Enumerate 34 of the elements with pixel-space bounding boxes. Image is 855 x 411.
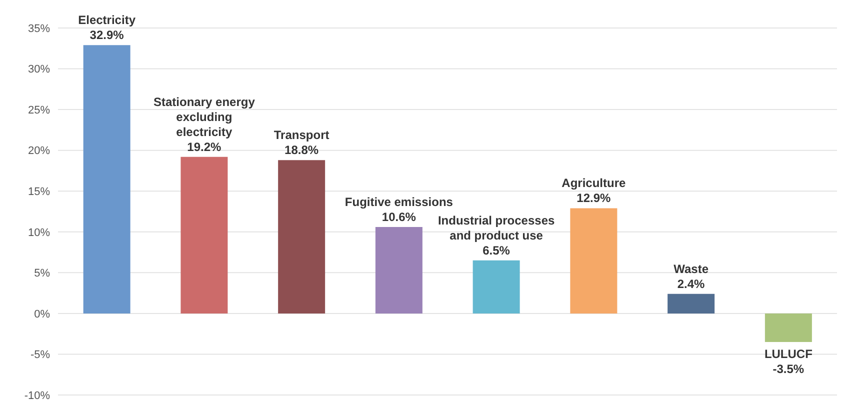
y-tick-label: 5% [34,268,50,280]
y-tick-label: 35% [28,22,50,35]
y-tick-label: 20% [28,145,50,158]
x-tick-label: Electricity [78,13,136,28]
bar [472,260,520,314]
data-label: 6.5% [482,243,510,258]
y-tick-label: 30% [28,64,50,76]
data-label: 32.9% [90,28,124,42]
x-tick-label: Transport [274,128,330,142]
bar [668,294,715,314]
data-label: 10.6% [382,210,416,224]
bar [570,208,618,314]
y-tick-label: -10% [24,390,50,402]
bar [764,313,812,342]
y-tick-label: 0% [34,308,50,320]
data-label: -3.5% [772,362,804,376]
x-tick-label: Waste [674,262,709,276]
bar [375,226,422,314]
x-tick-label: Agriculture [562,176,626,190]
data-label: 19.2% [187,140,222,154]
bar [180,156,228,314]
x-tick-label: Industrial processes and product use [438,213,555,242]
bar [83,45,130,314]
x-tick-label: Fugitive emissions [344,194,454,209]
bar [278,160,326,314]
x-tick-label: Stationary energy excluding electricity [154,94,256,139]
data-label: 12.9% [576,191,612,206]
y-tick-label: 25% [28,104,50,116]
y-tick-label: 15% [28,186,50,198]
y-tick-label: -5% [30,349,50,362]
data-label: 2.4% [677,276,706,291]
x-tick-label: LULUCF [764,346,812,361]
data-label: 18.8% [284,143,319,158]
y-tick-label: 10% [28,226,50,239]
